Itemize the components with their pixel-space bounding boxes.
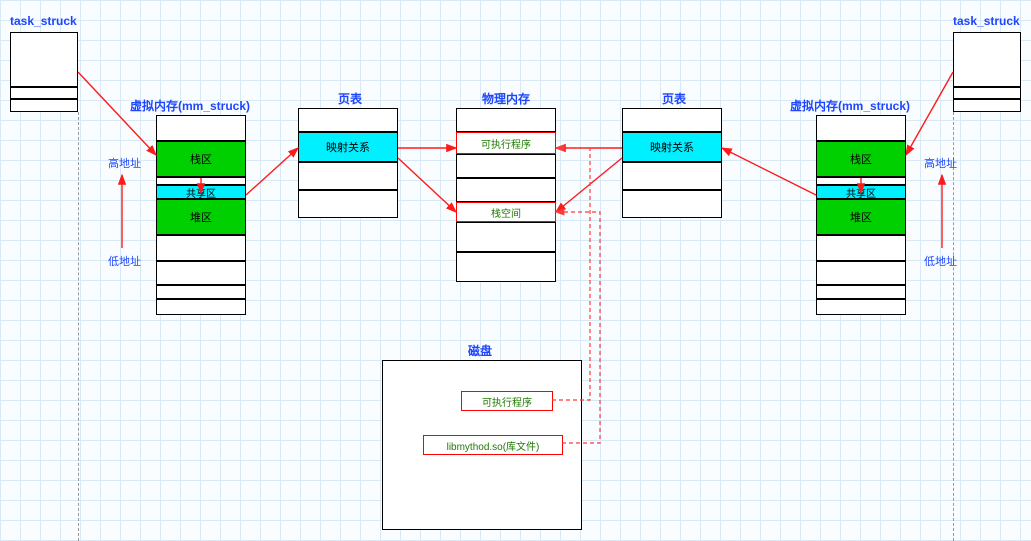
divider-right bbox=[953, 112, 954, 541]
mm-left: 栈区 共享区 堆区 bbox=[156, 115, 246, 315]
phys: 可执行程序 栈空间 bbox=[456, 108, 556, 282]
task-right bbox=[953, 32, 1021, 112]
mm-right-shared: 共享区 bbox=[816, 185, 906, 199]
hi-left-label: 高地址 bbox=[108, 155, 141, 171]
mm-right-heap: 堆区 bbox=[816, 199, 906, 235]
arrow-pt-r-phys2 bbox=[556, 158, 622, 212]
disk-title: 磁盘 bbox=[468, 342, 492, 359]
mm-right-title: 虚拟内存(mm_struck) bbox=[790, 97, 910, 114]
mm-right: 栈区 共享区 堆区 bbox=[816, 115, 906, 315]
lo-left-label: 低地址 bbox=[108, 253, 141, 269]
phys-exec: 可执行程序 bbox=[456, 132, 556, 154]
mm-right-stack: 栈区 bbox=[816, 141, 906, 177]
mm-left-heap: 堆区 bbox=[156, 199, 246, 235]
task-right-title: task_struck bbox=[953, 14, 1020, 28]
pt-left-title: 页表 bbox=[338, 90, 362, 107]
disk-lib: libmythod.so(库文件) bbox=[423, 435, 563, 455]
task-left bbox=[10, 32, 78, 112]
pt-left-map: 映射关系 bbox=[298, 132, 398, 162]
task-left-title: task_struck bbox=[10, 14, 77, 28]
arrow-mm-r-pt bbox=[722, 148, 816, 195]
pt-right-map: 映射关系 bbox=[622, 132, 722, 162]
pt-right-title: 页表 bbox=[662, 90, 686, 107]
disk: 可执行程序 libmythod.so(库文件) bbox=[382, 360, 582, 530]
lo-right-label: 低地址 bbox=[924, 253, 957, 269]
phys-stack: 栈空间 bbox=[456, 202, 556, 222]
pt-right: 映射关系 bbox=[622, 108, 722, 218]
mm-left-stack: 栈区 bbox=[156, 141, 246, 177]
mm-left-shared: 共享区 bbox=[156, 185, 246, 199]
arrow-task-r-mm bbox=[906, 72, 953, 155]
pt-left: 映射关系 bbox=[298, 108, 398, 218]
mm-left-title: 虚拟内存(mm_struck) bbox=[130, 97, 250, 114]
phys-title: 物理内存 bbox=[482, 90, 530, 107]
arrow-pt-l-phys2 bbox=[398, 158, 456, 212]
arrow-mm-l-pt bbox=[246, 148, 298, 195]
hi-right-label: 高地址 bbox=[924, 155, 957, 171]
disk-exec: 可执行程序 bbox=[461, 391, 553, 411]
divider-left bbox=[78, 112, 79, 541]
